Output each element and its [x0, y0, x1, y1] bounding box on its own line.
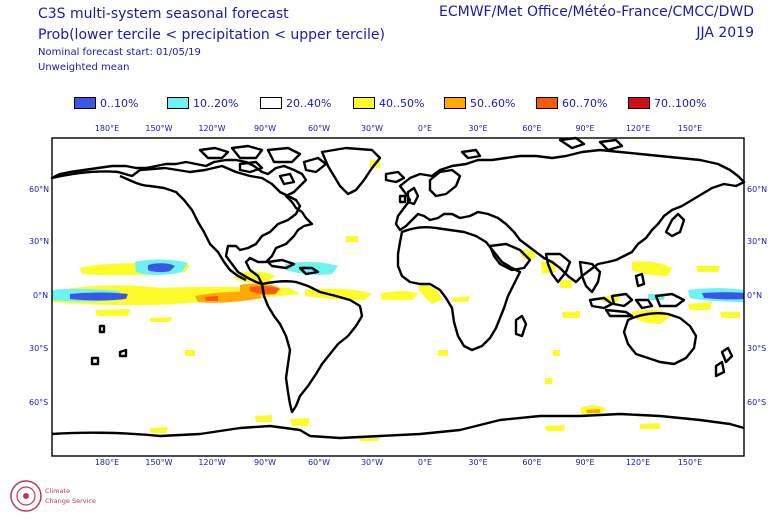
- logo-emblem: Climate Change Service: [10, 480, 96, 512]
- lon-label: 60°E: [522, 124, 541, 133]
- legend-item: 10..20%: [167, 96, 238, 110]
- lon-label: 120°E: [626, 124, 650, 133]
- legend-label: 10..20%: [193, 96, 239, 110]
- legend-item: 40..50%: [353, 96, 424, 110]
- bottom-lon-labels: 180°E 150°W 120°W 90°W 60°W 30°W 0°E 30°…: [95, 458, 702, 467]
- forecast-start-label: Nominal forecast start: 01/05/19: [38, 47, 201, 58]
- lon-label: 60°W: [308, 458, 330, 467]
- lon-label: 90°W: [254, 124, 276, 133]
- probability-shading: [52, 160, 744, 441]
- legend-swatch: [444, 97, 466, 109]
- lon-label: 150°E: [678, 458, 702, 467]
- centres-label: ECMWF/Met Office/Météo-France/CMCC/DWD: [439, 4, 754, 20]
- lon-label: 30°E: [468, 124, 487, 133]
- logo-line1: Climate: [45, 487, 70, 495]
- lon-label: 30°W: [361, 124, 383, 133]
- mean-type-label: Unweighted mean: [38, 62, 130, 73]
- lat-label: 30°N: [747, 237, 767, 246]
- legend-swatch: [536, 97, 558, 109]
- lon-label: 0°E: [418, 458, 432, 467]
- legend-label: 70..100%: [654, 96, 707, 110]
- lat-label: 30°S: [29, 344, 48, 353]
- legend-item: 20..40%: [260, 96, 331, 110]
- logo-line2: Change Service: [45, 497, 96, 505]
- lat-label: 60°N: [747, 185, 767, 194]
- copernicus-logo: Climate Change Service: [6, 476, 110, 518]
- legend-label: 20..40%: [286, 96, 332, 110]
- lon-label: 150°W: [145, 124, 172, 133]
- right-lat-labels: 60°N 30°N 0°N 30°S 60°S: [747, 185, 767, 407]
- prob-0-10-areas: [70, 263, 744, 301]
- lat-label: 60°S: [747, 398, 766, 407]
- lon-label: 30°W: [361, 458, 383, 467]
- legend-label: 60..70%: [562, 96, 608, 110]
- lon-label: 120°W: [198, 124, 225, 133]
- legend-item: 50..60%: [444, 96, 515, 110]
- legend-item: 70..100%: [628, 96, 706, 110]
- legend-swatch: [260, 97, 282, 109]
- prob-50-60-areas: [195, 283, 600, 413]
- season-label: JJA 2019: [696, 25, 754, 41]
- lat-label: 30°N: [29, 237, 49, 246]
- lon-label: 90°E: [575, 124, 594, 133]
- map-frame: [51, 137, 745, 457]
- lon-label: 90°E: [575, 458, 594, 467]
- lon-label: 150°W: [145, 458, 172, 467]
- lat-label: 60°N: [29, 185, 49, 194]
- legend-swatch: [167, 97, 189, 109]
- legend-label: 40..50%: [379, 96, 425, 110]
- top-lon-labels: 180°E 150°W 120°W 90°W 60°W 30°W 0°E 30°…: [95, 124, 702, 133]
- left-lat-labels: 60°N 30°N 0°N 30°S 60°S: [29, 185, 49, 407]
- lat-label: 60°S: [29, 398, 48, 407]
- lon-label: 60°E: [522, 458, 541, 467]
- coastlines: [50, 136, 746, 440]
- legend-swatch: [74, 97, 96, 109]
- lon-label: 120°W: [198, 458, 225, 467]
- legend-item: 0..10%: [74, 96, 138, 110]
- map-subtitle: Prob(lower tercile < precipitation < upp…: [38, 27, 385, 43]
- legend-label: 50..60%: [470, 96, 516, 110]
- legend-swatch: [353, 97, 375, 109]
- lon-label: 120°E: [626, 458, 650, 467]
- lon-label: 0°E: [418, 124, 432, 133]
- lat-label: 0°N: [747, 291, 762, 300]
- legend-item: 60..70%: [536, 96, 607, 110]
- lon-label: 60°W: [308, 124, 330, 133]
- map-title: C3S multi-system seasonal forecast: [38, 6, 289, 22]
- legend-label: 0..10%: [100, 96, 139, 110]
- legend-swatch: [628, 97, 650, 109]
- prob-60-70-areas: [205, 285, 280, 301]
- lat-label: 0°N: [33, 291, 48, 300]
- colour-legend: 0..10% 10..20% 20..40% 40..50% 50..60% 6…: [0, 96, 772, 112]
- lon-label: 180°E: [95, 124, 119, 133]
- lon-label: 150°E: [678, 124, 702, 133]
- lat-label: 30°S: [747, 344, 766, 353]
- lon-label: 30°E: [468, 458, 487, 467]
- lon-label: 180°E: [95, 458, 119, 467]
- lon-label: 90°W: [254, 458, 276, 467]
